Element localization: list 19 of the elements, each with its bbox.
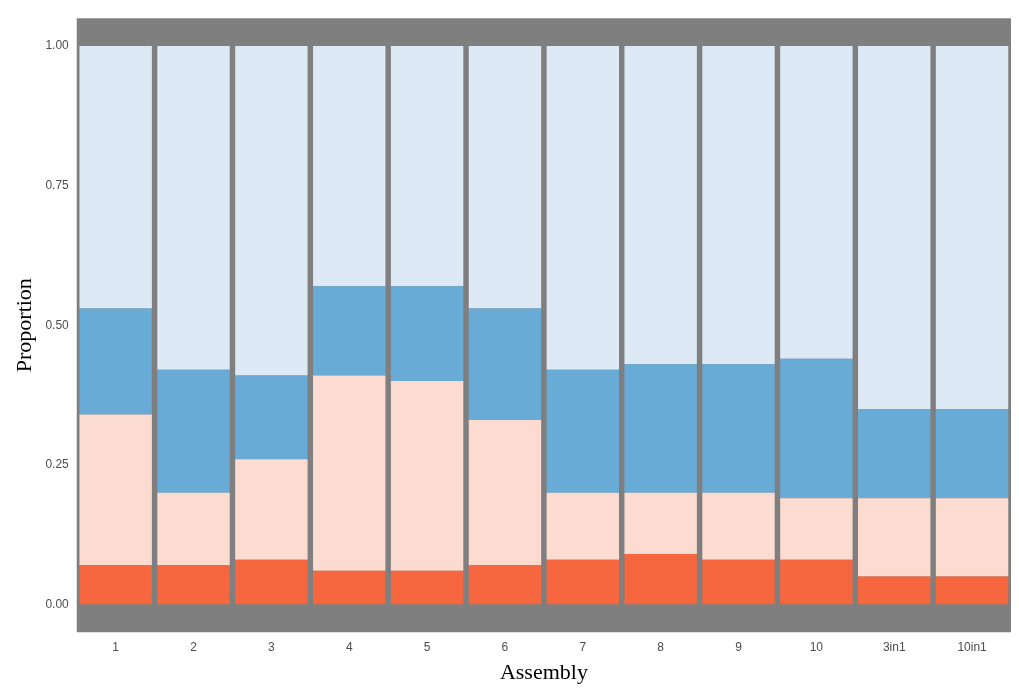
y-tick-label: 0.00: [45, 596, 70, 611]
x-tick-label: 3: [268, 639, 276, 654]
y-tick-label: 0.75: [45, 177, 70, 192]
y-tick-label: 0.25: [45, 457, 70, 472]
x-tick-label: 8: [657, 639, 665, 654]
x-tick-label: 7: [579, 639, 587, 654]
x-tick-label: 10: [809, 639, 824, 654]
x-tick-label: 3in1: [882, 639, 906, 654]
x-tick-label: 1: [112, 639, 120, 654]
y-tick-label: 1.00: [45, 38, 70, 53]
x-tick-label: 6: [501, 639, 509, 654]
y-tick-label: 0.50: [45, 317, 70, 332]
x-tick-label: 2: [190, 639, 198, 654]
y-axis-title: Proportion: [10, 278, 36, 373]
x-axis-title: Assembly: [499, 658, 588, 684]
x-tick-label: 9: [735, 639, 743, 654]
x-tick-label: 10in1: [957, 639, 988, 654]
x-tick-label: 5: [423, 639, 431, 654]
x-tick-label: 4: [345, 639, 353, 654]
